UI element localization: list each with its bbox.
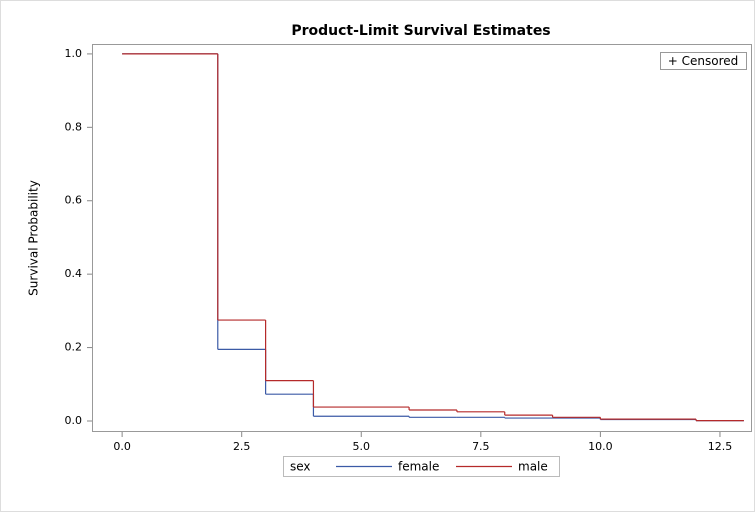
y-tick-label: 0.4 [65, 267, 83, 280]
x-tick-label: 5.0 [353, 440, 371, 453]
x-tick-label: 7.5 [472, 440, 490, 453]
chart-title: Product-Limit Survival Estimates [291, 23, 550, 39]
censored-label: + Censored [668, 54, 739, 68]
legend-label: male [518, 460, 548, 474]
x-tick-label: 2.5 [233, 440, 251, 453]
x-tick-label: 0.0 [113, 440, 131, 453]
censored-box [660, 52, 747, 70]
y-tick-label: 0.6 [65, 194, 83, 207]
legend-title: sex [290, 460, 311, 474]
y-tick-label: 1.0 [65, 47, 83, 60]
legend-label: female [398, 460, 439, 474]
x-tick-label: 10.0 [588, 440, 613, 453]
plot-frame [92, 44, 752, 432]
x-tick-label: 12.5 [708, 440, 733, 453]
legend [283, 456, 560, 477]
y-tick-label: 0.2 [65, 341, 83, 354]
y-tick-label: 0.8 [65, 120, 83, 133]
y-axis-label: Survival Probability [27, 180, 41, 296]
y-tick-label: 0.0 [65, 414, 83, 427]
